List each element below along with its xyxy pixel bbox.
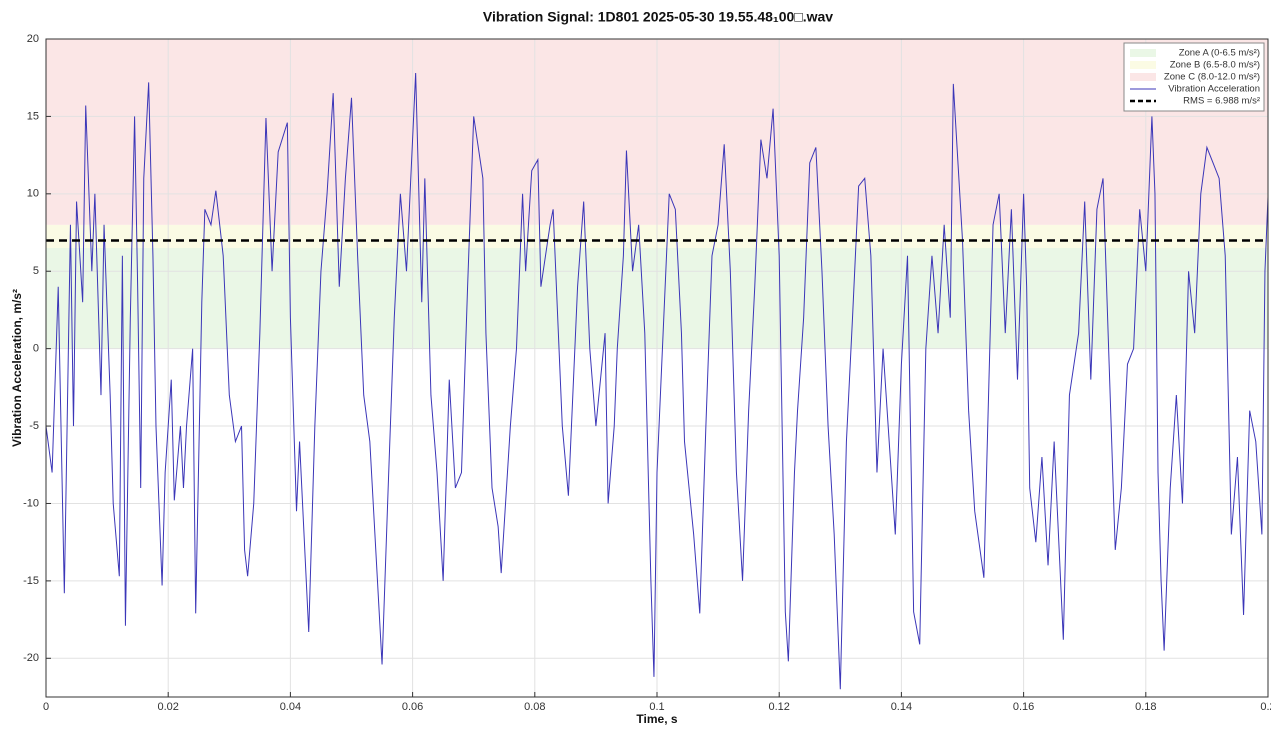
y-tick-label: -20: [23, 652, 39, 664]
y-tick-label: 10: [27, 188, 39, 200]
y-tick-label: 0: [33, 343, 39, 355]
legend-label: Vibration Acceleration: [1168, 84, 1260, 95]
legend-swatch: [1130, 73, 1156, 81]
y-tick-label: -10: [23, 497, 39, 509]
legend-label: Zone B (6.5-8.0 m/s²): [1170, 60, 1260, 71]
legend-swatch: [1130, 49, 1156, 57]
signal-line: [45, 73, 1269, 690]
x-tick-label: 0: [43, 701, 49, 713]
x-tick-label: 0.12: [768, 701, 789, 713]
y-tick-label: 15: [27, 110, 39, 122]
x-tick-label: 0.02: [157, 701, 178, 713]
y-tick-label: 5: [33, 265, 39, 277]
legend-label: RMS = 6.988 m/s²: [1183, 96, 1260, 107]
x-tick-label: 0.14: [891, 701, 912, 713]
plot-frame: [45, 38, 1269, 698]
x-tick-label: 0.16: [1013, 701, 1034, 713]
y-tick-label: -5: [29, 420, 39, 432]
legend-label: Zone A (0-6.5 m/s²): [1179, 48, 1260, 59]
legend-label: Zone C (8.0-12.0 m/s²): [1164, 72, 1260, 83]
legend-swatch: [1130, 61, 1156, 69]
x-tick-label: 0.04: [280, 701, 301, 713]
x-tick-label: 0.06: [402, 701, 423, 713]
x-tick-label: 0.1: [649, 701, 664, 713]
x-axis-label: Time, s: [636, 712, 677, 726]
x-tick-label: 0.08: [524, 701, 545, 713]
y-tick-label: -15: [23, 575, 39, 587]
x-tick-label: 0.18: [1135, 701, 1156, 713]
legend: Zone A (0-6.5 m/s²)Zone B (6.5-8.0 m/s²)…: [1123, 42, 1265, 112]
y-tick-label: 20: [27, 33, 39, 45]
x-tick-label: 0.2: [1260, 701, 1271, 713]
chart-title: Vibration Signal: 1D801 2025-05-30 19.55…: [483, 9, 833, 25]
y-axis-label: Vibration Acceleration, m/s²: [10, 289, 24, 447]
